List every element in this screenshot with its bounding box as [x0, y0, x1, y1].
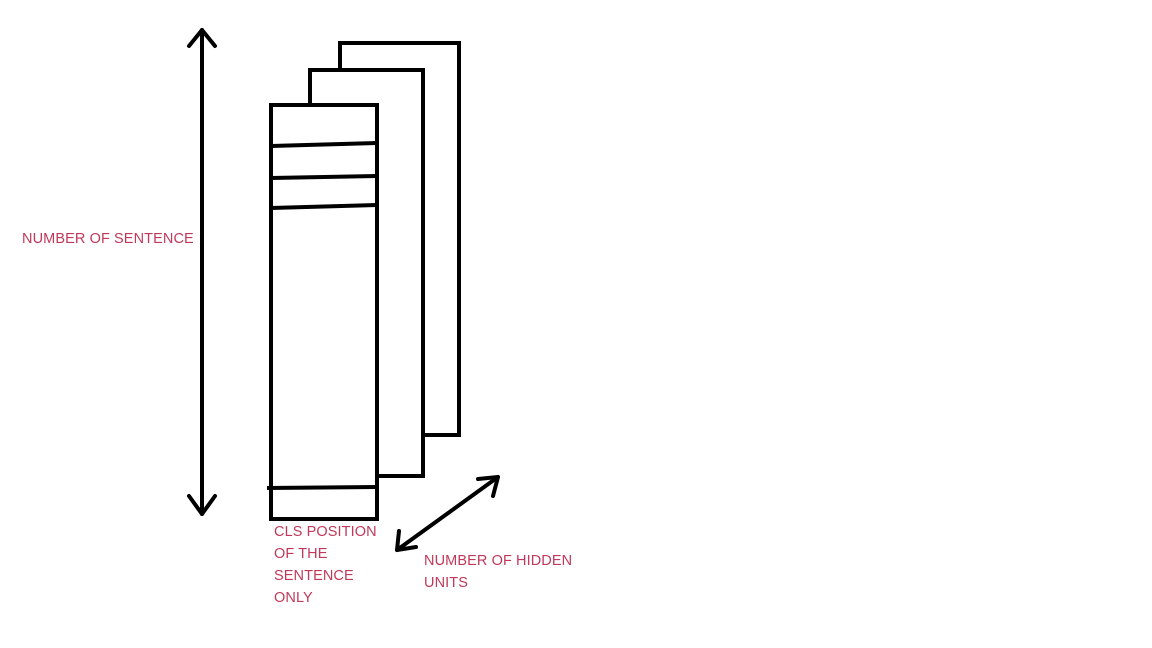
- cls-label-line-2: OF THE: [274, 546, 328, 562]
- cls-label-line-3: SENTENCE: [274, 568, 354, 584]
- diagonal-double-arrow: [395, 475, 500, 552]
- layer-front: [269, 103, 379, 521]
- hidden-label-line-2: UNITS: [424, 575, 468, 591]
- cls-position-label: CLS POSITION OF THE SENTENCE ONLY: [274, 521, 377, 609]
- row-divider-1: [270, 141, 378, 148]
- cls-label-line-4: ONLY: [274, 590, 313, 606]
- row-divider-3: [270, 203, 378, 210]
- cls-row-divider: [266, 485, 378, 490]
- number-of-sentence-label: NUMBER OF SENTENCE: [22, 231, 194, 247]
- hidden-label-line-1: NUMBER OF HIDDEN: [424, 553, 573, 569]
- vertical-double-arrow: [187, 28, 217, 516]
- cls-label-line-1: CLS POSITION: [274, 524, 377, 540]
- row-divider-2: [270, 174, 378, 180]
- number-of-hidden-units-label: NUMBER OF HIDDEN UNITS: [424, 550, 572, 594]
